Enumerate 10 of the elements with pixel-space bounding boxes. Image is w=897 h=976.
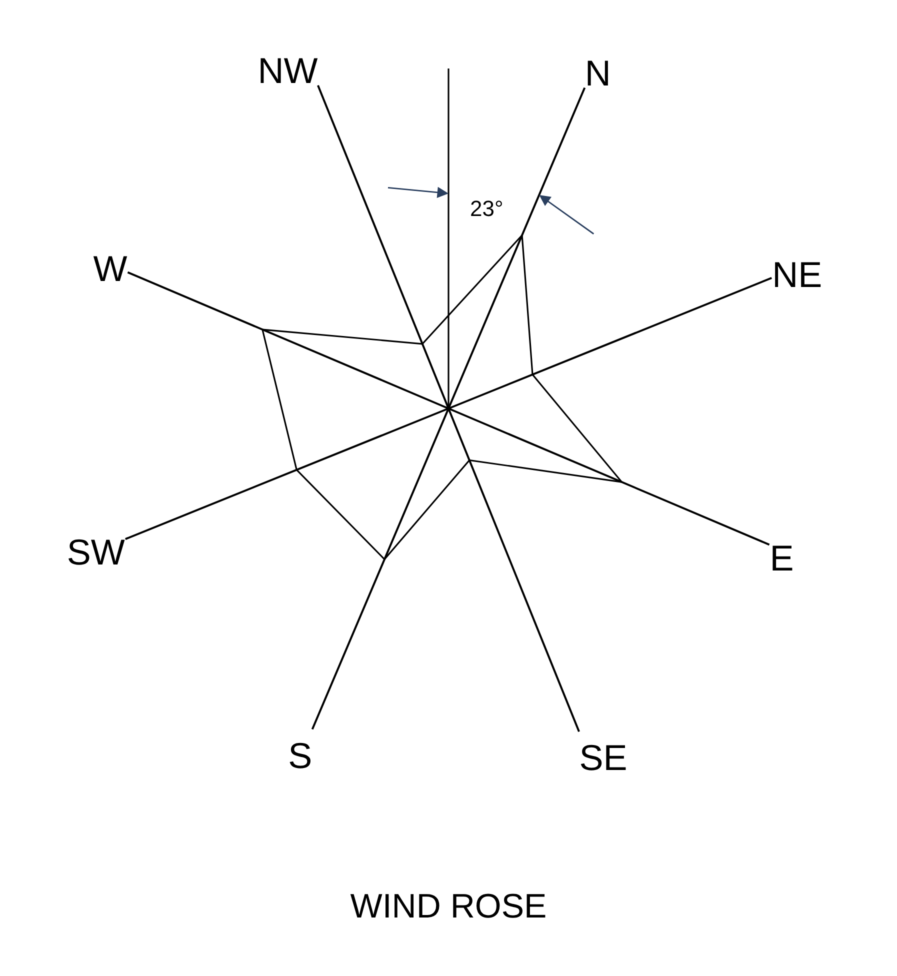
spoke-label: NE xyxy=(772,254,822,295)
spoke-label: SE xyxy=(579,737,628,778)
spoke-label: E xyxy=(770,538,794,579)
spoke-label: S xyxy=(288,734,312,776)
text: WIND ROSE xyxy=(350,887,547,926)
spoke-label: N xyxy=(584,52,611,94)
text: 23° xyxy=(470,196,504,221)
spoke-label: NW xyxy=(258,50,318,91)
spoke-label: SW xyxy=(66,531,125,572)
spoke-label: W xyxy=(93,248,128,289)
